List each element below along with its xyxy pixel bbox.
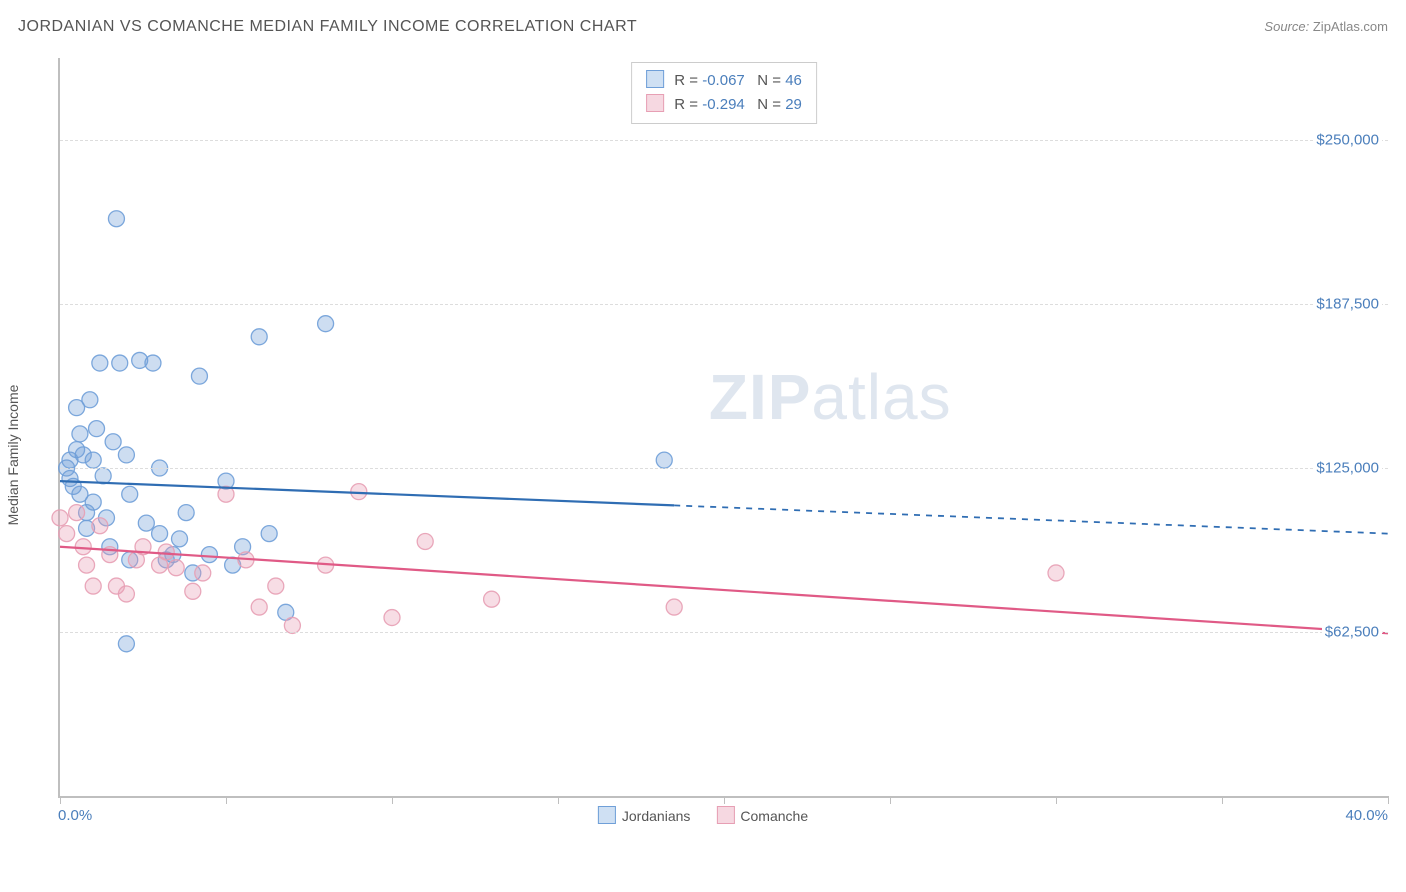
trend-line-comanche xyxy=(60,547,1388,634)
x-tick xyxy=(1388,796,1389,804)
gridline xyxy=(60,468,1388,469)
plot-area: ZIPatlas R = -0.067 N = 46 R = -0.294 N … xyxy=(58,58,1388,798)
data-point-comanche xyxy=(268,578,284,594)
data-point-comanche xyxy=(59,526,75,542)
x-tick xyxy=(392,796,393,804)
data-point-jordanians xyxy=(145,355,161,371)
data-point-comanche xyxy=(75,539,91,555)
data-point-jordanians xyxy=(656,452,672,468)
legend-swatch-jordanians xyxy=(646,70,664,88)
data-point-comanche xyxy=(195,565,211,581)
plot-svg xyxy=(60,58,1388,796)
x-tick xyxy=(60,796,61,804)
stats-row-jordanians: R = -0.067 N = 46 xyxy=(646,69,802,93)
trend-line-jordanians xyxy=(60,481,674,505)
legend-item-jordanians: Jordanians xyxy=(598,806,691,824)
data-point-jordanians xyxy=(152,526,168,542)
data-point-jordanians xyxy=(105,434,121,450)
chart-container: Median Family Income ZIPatlas R = -0.067… xyxy=(18,58,1388,852)
n-value-jordanians: 46 xyxy=(785,72,802,89)
legend-item-comanche: Comanche xyxy=(716,806,808,824)
x-tick xyxy=(558,796,559,804)
x-tick xyxy=(724,796,725,804)
y-tick-label: $187,500 xyxy=(1313,296,1382,313)
data-point-comanche xyxy=(158,544,174,560)
data-point-jordanians xyxy=(318,316,334,332)
gridline xyxy=(60,140,1388,141)
y-axis-label: Median Family Income xyxy=(5,385,21,526)
trend-line-jordanians-dashed xyxy=(674,505,1388,533)
data-point-jordanians xyxy=(92,355,108,371)
header-bar: JORDANIAN VS COMANCHE MEDIAN FAMILY INCO… xyxy=(18,18,1388,36)
data-point-comanche xyxy=(92,518,108,534)
y-tick-label: $125,000 xyxy=(1313,460,1382,477)
data-point-jordanians xyxy=(122,486,138,502)
source-value: ZipAtlas.com xyxy=(1313,19,1388,34)
legend-swatch-comanche-bottom xyxy=(716,806,734,824)
data-point-comanche xyxy=(666,599,682,615)
r-value-comanche: -0.294 xyxy=(702,96,745,113)
x-tick xyxy=(1056,796,1057,804)
data-point-comanche xyxy=(52,510,68,526)
x-tick xyxy=(1222,796,1223,804)
stats-row-comanche: R = -0.294 N = 29 xyxy=(646,93,802,117)
n-value-comanche: 29 xyxy=(785,96,802,113)
data-point-comanche xyxy=(484,591,500,607)
data-point-comanche xyxy=(85,578,101,594)
data-point-comanche xyxy=(118,586,134,602)
data-point-jordanians xyxy=(82,392,98,408)
data-point-jordanians xyxy=(138,515,154,531)
data-point-comanche xyxy=(168,560,184,576)
data-point-comanche xyxy=(69,505,85,521)
data-point-comanche xyxy=(417,533,433,549)
data-point-comanche xyxy=(185,583,201,599)
data-point-jordanians xyxy=(201,547,217,563)
data-point-jordanians xyxy=(89,421,105,437)
data-point-jordanians xyxy=(95,468,111,484)
data-point-jordanians xyxy=(261,526,277,542)
r-value-jordanians: -0.067 xyxy=(702,72,745,89)
bottom-legend: Jordanians Comanche xyxy=(598,806,808,824)
y-tick-label: $62,500 xyxy=(1322,624,1382,641)
legend-label-jordanians: Jordanians xyxy=(622,808,691,824)
source-label: Source: xyxy=(1264,19,1309,34)
chart-title: JORDANIAN VS COMANCHE MEDIAN FAMILY INCO… xyxy=(18,18,637,36)
data-point-jordanians xyxy=(108,211,124,227)
data-point-jordanians xyxy=(178,505,194,521)
x-tick xyxy=(226,796,227,804)
data-point-comanche xyxy=(79,557,95,573)
data-point-jordanians xyxy=(118,636,134,652)
source-credit: Source: ZipAtlas.com xyxy=(1264,19,1388,34)
y-tick-label: $250,000 xyxy=(1313,132,1382,149)
data-point-comanche xyxy=(251,599,267,615)
x-axis-min-label: 0.0% xyxy=(58,807,92,824)
data-point-comanche xyxy=(384,610,400,626)
data-point-jordanians xyxy=(251,329,267,345)
data-point-jordanians xyxy=(191,368,207,384)
data-point-jordanians xyxy=(85,494,101,510)
data-point-comanche xyxy=(1048,565,1064,581)
data-point-jordanians xyxy=(72,426,88,442)
data-point-jordanians xyxy=(172,531,188,547)
data-point-jordanians xyxy=(112,355,128,371)
gridline xyxy=(60,304,1388,305)
data-point-jordanians xyxy=(85,452,101,468)
legend-swatch-jordanians-bottom xyxy=(598,806,616,824)
legend-label-comanche: Comanche xyxy=(740,808,808,824)
stats-legend: R = -0.067 N = 46 R = -0.294 N = 29 xyxy=(631,62,817,124)
legend-swatch-comanche xyxy=(646,94,664,112)
gridline xyxy=(60,632,1388,633)
data-point-jordanians xyxy=(118,447,134,463)
x-tick xyxy=(890,796,891,804)
x-axis-max-label: 40.0% xyxy=(1345,807,1388,824)
